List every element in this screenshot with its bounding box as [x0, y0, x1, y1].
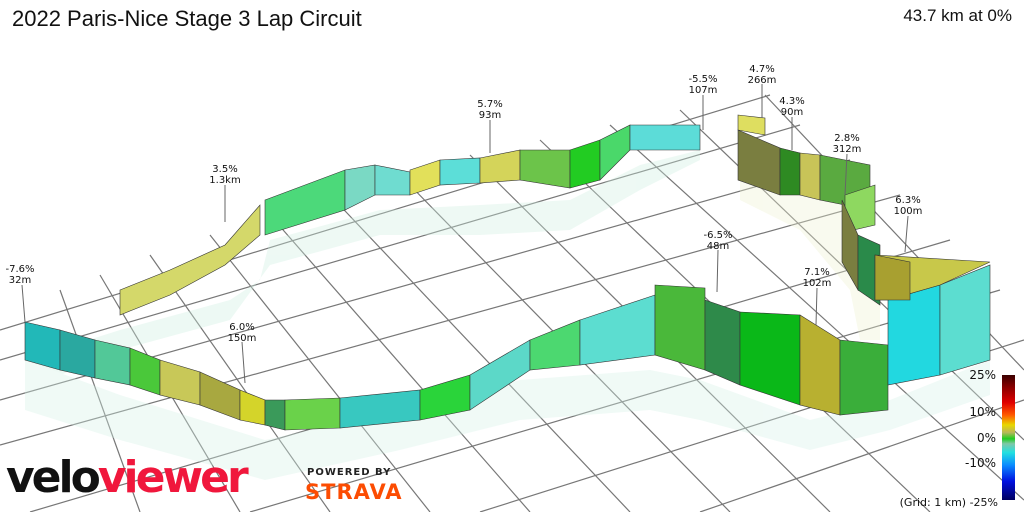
- annotation-a10: -6.5%48m: [703, 230, 733, 293]
- page-title: 2022 Paris-Nice Stage 3 Lap Circuit: [12, 6, 362, 31]
- svg-text:-7.6%: -7.6%: [5, 264, 34, 275]
- svg-text:2.8%: 2.8%: [834, 133, 859, 144]
- svg-text:-6.5%: -6.5%: [703, 230, 732, 241]
- annotation-a2: 3.5%1.3km: [209, 164, 241, 222]
- svg-text:266m: 266m: [748, 75, 777, 86]
- svg-text:1.3km: 1.3km: [209, 175, 240, 186]
- svg-text:32m: 32m: [9, 275, 31, 286]
- powered-by-label: POWERED BY: [307, 467, 392, 478]
- svg-text:102m: 102m: [803, 278, 832, 289]
- route-ribbon-front: [24, 254, 991, 431]
- veloviewer-logo[interactable]: veloviewer: [6, 452, 249, 503]
- grade-annotations: -7.6%32m 3.5%1.3km 6.0%150m 5.7%93m -5.5…: [5, 64, 923, 384]
- legend-label-max: 25%: [969, 368, 996, 382]
- route-shadow: [25, 150, 990, 480]
- legend-label-high: 10%: [969, 405, 996, 419]
- svg-text:3.5%: 3.5%: [212, 164, 237, 175]
- legend-label-low: -10%: [964, 456, 996, 470]
- svg-text:93m: 93m: [479, 110, 501, 121]
- annotation-a11: 7.1%102m: [803, 267, 832, 326]
- strava-logo[interactable]: STRAVA: [305, 480, 403, 504]
- svg-text:4.3%: 4.3%: [779, 96, 804, 107]
- svg-text:6.3%: 6.3%: [895, 195, 920, 206]
- svg-text:107m: 107m: [689, 85, 718, 96]
- route-ribbon-back: [119, 114, 881, 316]
- annotation-a4: 5.7%93m: [477, 99, 503, 153]
- svg-text:312m: 312m: [833, 144, 862, 155]
- annotation-a6: 4.7%266m: [748, 64, 777, 118]
- svg-text:7.1%: 7.1%: [804, 267, 829, 278]
- svg-text:-5.5%: -5.5%: [688, 74, 717, 85]
- annotation-a5: -5.5%107m: [688, 74, 718, 130]
- svg-text:150m: 150m: [228, 333, 257, 344]
- svg-text:5.7%: 5.7%: [477, 99, 502, 110]
- annotation-a8: 2.8%312m: [833, 133, 862, 196]
- grid-scale-note: (Grid: 1 km) -25%: [899, 496, 998, 509]
- svg-text:100m: 100m: [894, 206, 923, 217]
- svg-text:90m: 90m: [781, 107, 803, 118]
- distance-summary: 43.7 km at 0%: [903, 6, 1012, 25]
- svg-text:6.0%: 6.0%: [229, 322, 254, 333]
- annotation-a9: 6.3%100m: [894, 195, 923, 253]
- svg-text:4.7%: 4.7%: [749, 64, 774, 75]
- legend-label-zero: 0%: [976, 431, 996, 445]
- svg-text:48m: 48m: [707, 241, 729, 252]
- annotation-a3: 6.0%150m: [228, 322, 257, 384]
- annotation-a1: -7.6%32m: [5, 264, 35, 323]
- grade-colorbar: [1002, 375, 1015, 500]
- annotation-a7: 4.3%90m: [779, 96, 805, 150]
